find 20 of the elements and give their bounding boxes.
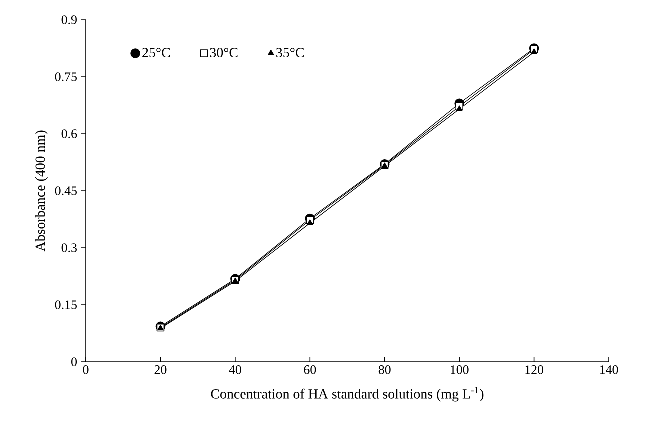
x-tick-label: 20	[154, 366, 167, 374]
y-tick-label: 0.9	[62, 16, 77, 24]
x-tick-label: 40	[229, 366, 242, 374]
x-axis-title: Concentration of HA standard solutions (mg L$^{-1}$)	[211, 387, 484, 402]
y-tick-label: 0.75	[55, 72, 77, 82]
x-tick-label: 100	[451, 366, 469, 374]
x-tick-label: 0	[83, 366, 89, 374]
legend-label: 35°C	[276, 48, 304, 58]
x-tick-label: 120	[526, 366, 544, 374]
y-tick-label: 0.3	[62, 244, 77, 252]
x-tick-label: 80	[378, 366, 391, 374]
x-tick-label: 60	[304, 366, 316, 374]
y-tick-label: 0	[72, 358, 78, 366]
y-axis-title: Absorbance (400 nm)	[35, 130, 48, 252]
y-tick-label: 0.15	[55, 300, 77, 310]
legend-label: 25°C	[142, 48, 170, 58]
y-tick-label: 0.6	[62, 130, 78, 138]
legend-label: 30°C	[210, 48, 238, 58]
y-tick-label: 0.45	[55, 186, 77, 196]
x-tick-label: 140	[600, 366, 618, 374]
